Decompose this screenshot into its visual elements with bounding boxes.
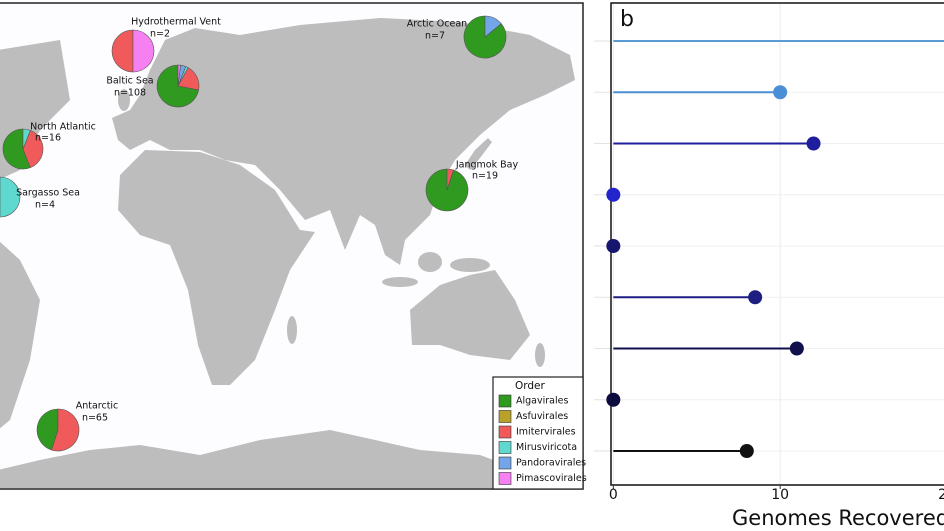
site-count: n=7 — [425, 31, 445, 42]
pie-slice — [111, 29, 134, 73]
pie-slice — [2, 128, 31, 170]
map-panel: Order Algavirales Asfuvirales Imitervirale… — [0, 2, 587, 490]
x-axis-label: Genomes Recovered — [732, 506, 944, 530]
dot — [606, 239, 621, 253]
legend-swatch — [498, 472, 512, 485]
island — [418, 252, 442, 272]
japan — [465, 138, 492, 170]
pie-slice — [446, 168, 454, 191]
legend-swatch — [498, 456, 512, 470]
legend-label: Algavirales — [516, 396, 568, 407]
site-name: Hydrothermal Vent — [131, 17, 221, 28]
legend: Order Algavirales Asfuvirales Imitervirale… — [492, 376, 587, 490]
pie-slice — [463, 15, 507, 59]
site-name: Antarctic — [76, 401, 119, 412]
legend-label: Mirusviricota — [516, 442, 577, 453]
legend-swatch — [498, 394, 512, 408]
dot — [748, 290, 763, 305]
pie-slice — [132, 29, 155, 73]
pie-slice — [0, 176, 21, 218]
legend-label: Imitervirales — [516, 427, 576, 438]
plot-frame — [610, 2, 944, 486]
dot — [789, 341, 804, 356]
legend-swatch — [498, 425, 512, 439]
dot — [806, 136, 821, 151]
site-name: Baltic Sea — [106, 76, 153, 87]
pie-slice — [484, 15, 502, 38]
site-name: Jangmok Bay — [455, 160, 519, 171]
panel-label: b — [620, 7, 634, 32]
x-tick-label: 0 — [609, 487, 618, 503]
x-tick-label: 20 — [938, 487, 944, 503]
legend-swatch — [498, 410, 512, 423]
island — [535, 343, 545, 367]
site-count: n=65 — [82, 413, 108, 424]
pie-slice — [22, 130, 44, 168]
dot — [773, 85, 788, 100]
antarctica — [0, 430, 582, 488]
island — [382, 277, 418, 287]
britain — [118, 89, 130, 111]
site-count: n=16 — [35, 133, 61, 144]
lollipop-panel: b 0 10 20 Genomes Recovered — [594, 2, 944, 530]
site-name: North Atlantic — [30, 122, 96, 133]
pie-slice — [51, 408, 80, 452]
madagascar — [287, 316, 297, 344]
x-tick-label: 10 — [771, 487, 789, 503]
legend-label: Asfuvirales — [516, 411, 568, 422]
site-count: n=2 — [150, 29, 170, 40]
pie-slice — [36, 408, 59, 451]
australia — [410, 270, 530, 360]
world-map — [0, 18, 582, 488]
pie-slice — [22, 128, 31, 150]
eurasia — [112, 18, 575, 265]
dot — [606, 187, 621, 202]
site-count: n=4 — [35, 200, 55, 211]
legend-swatch — [498, 441, 512, 454]
africa — [118, 150, 315, 385]
south-america — [0, 241, 40, 429]
island — [450, 258, 490, 272]
dot — [606, 392, 621, 407]
legend-label: Pandoravirales — [516, 458, 586, 469]
legend-title: Order — [515, 380, 546, 392]
legend-label: Pimascovirales — [516, 473, 587, 484]
pie-slice — [177, 64, 181, 87]
site-count: n=19 — [472, 171, 498, 182]
site-name: Sargasso Sea — [16, 188, 80, 199]
dot — [739, 444, 754, 458]
site-name: Arctic Ocean — [407, 19, 467, 30]
site-count: n=108 — [114, 88, 146, 99]
